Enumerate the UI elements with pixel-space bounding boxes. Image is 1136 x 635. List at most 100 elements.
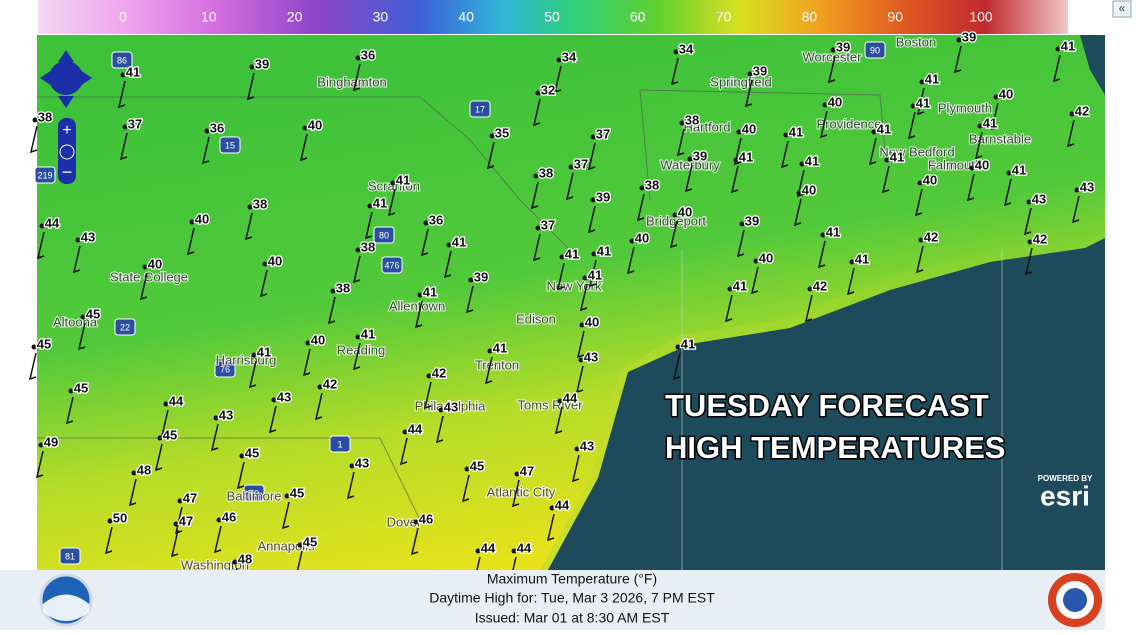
temperature-label: 34 bbox=[679, 41, 694, 56]
temperature-label: 41 bbox=[789, 124, 803, 139]
wind-barb bbox=[128, 478, 137, 507]
city-label: Hartford bbox=[684, 119, 731, 134]
station-dot bbox=[956, 37, 962, 43]
pan-down[interactable] bbox=[58, 96, 74, 108]
station-dot bbox=[213, 415, 219, 421]
scale-label: 70 bbox=[716, 9, 732, 25]
station-dot bbox=[574, 446, 580, 452]
wind-barb bbox=[77, 322, 86, 351]
city-label: Toms River bbox=[517, 397, 583, 412]
wind-barb bbox=[346, 471, 355, 500]
temperature-label: 41 bbox=[1012, 162, 1026, 177]
station-dot bbox=[75, 237, 81, 243]
pan-left[interactable] bbox=[40, 70, 52, 86]
station-dot bbox=[556, 57, 562, 63]
station-dot bbox=[39, 223, 45, 229]
highway-shield bbox=[111, 51, 133, 69]
highway-number: 219 bbox=[37, 170, 52, 180]
wind-barb bbox=[1052, 54, 1061, 83]
temperature-label: 39 bbox=[693, 148, 707, 163]
temperature-label: 41 bbox=[257, 344, 271, 359]
temperature-label: 49 bbox=[44, 434, 58, 449]
station-dot bbox=[464, 466, 470, 472]
temperature-label: 48 bbox=[137, 462, 151, 477]
wind-barb bbox=[35, 450, 44, 479]
temperature-label: 47 bbox=[183, 490, 197, 505]
station-dot bbox=[672, 212, 678, 218]
wind-barb bbox=[974, 131, 983, 160]
city-label: Binghamton bbox=[317, 74, 386, 89]
zoom-out[interactable]: − bbox=[62, 162, 73, 182]
station-dot bbox=[1069, 111, 1075, 117]
station-dot bbox=[590, 134, 596, 140]
temperature-label: 40 bbox=[268, 253, 282, 268]
temperature-label: 43 bbox=[277, 389, 291, 404]
wind-barb bbox=[72, 245, 81, 274]
wind-barb bbox=[201, 136, 210, 165]
highway-shield bbox=[34, 166, 56, 184]
pan-right[interactable] bbox=[80, 70, 92, 86]
nws-logo-core bbox=[1063, 588, 1087, 612]
temperature-label: 34 bbox=[562, 49, 577, 64]
station-dot bbox=[247, 204, 253, 210]
temperature-label: 45 bbox=[163, 427, 177, 442]
attribution-brand: esri bbox=[1040, 480, 1090, 511]
wind-barb bbox=[588, 259, 597, 288]
station-dot bbox=[739, 221, 745, 227]
wind-barb bbox=[626, 246, 635, 275]
highway-number: 15 bbox=[225, 140, 235, 150]
city-label: Falmouth bbox=[928, 157, 982, 172]
wind-barb bbox=[236, 461, 245, 490]
temperature-label: 45 bbox=[303, 534, 317, 549]
city-label: Providence bbox=[816, 116, 881, 131]
footer-title: Maximum Temperature (°F) bbox=[487, 571, 657, 587]
scale-label: 10 bbox=[201, 9, 217, 25]
globe[interactable] bbox=[59, 144, 75, 160]
station-dot bbox=[355, 334, 361, 340]
collapse-icon[interactable]: « bbox=[1119, 1, 1126, 15]
station-dot bbox=[783, 132, 789, 138]
city-label: Barnstable bbox=[969, 131, 1031, 146]
station-dot bbox=[402, 429, 408, 435]
temperature-label: 43 bbox=[444, 399, 458, 414]
temperature-label: 43 bbox=[584, 349, 598, 364]
wind-barb bbox=[399, 437, 408, 466]
wind-barb bbox=[170, 529, 179, 558]
wind-barb bbox=[532, 233, 541, 262]
zoom-slider[interactable] bbox=[58, 118, 76, 184]
wind-barb bbox=[672, 352, 681, 381]
scale-label: 90 bbox=[887, 9, 903, 25]
city-label: Washington bbox=[181, 557, 249, 572]
station-dot bbox=[284, 493, 290, 499]
scale-label: 20 bbox=[287, 9, 303, 25]
wind-barb bbox=[486, 141, 495, 170]
temperature-label: 42 bbox=[432, 365, 446, 380]
zoom-in[interactable]: + bbox=[62, 122, 71, 139]
temperature-label: 40 bbox=[148, 256, 162, 271]
temperature-label: 41 bbox=[925, 71, 939, 86]
scale-label: 30 bbox=[373, 9, 389, 25]
wind-barb bbox=[117, 80, 126, 109]
temperature-label: 41 bbox=[983, 115, 997, 130]
scale-label: 100 bbox=[969, 9, 993, 25]
pan-up[interactable] bbox=[58, 50, 74, 62]
station-dot bbox=[262, 261, 268, 267]
station-dot bbox=[993, 94, 999, 100]
pan-control[interactable] bbox=[49, 61, 83, 95]
wind-barb bbox=[827, 55, 836, 84]
city-label: State College bbox=[110, 269, 188, 284]
temperature-label: 42 bbox=[924, 229, 938, 244]
wind-barb bbox=[435, 415, 444, 444]
wind-barb bbox=[364, 211, 373, 240]
temperature-label: 43 bbox=[1080, 179, 1094, 194]
temperature-label: 40 bbox=[742, 121, 756, 136]
collapse-button[interactable] bbox=[1112, 0, 1132, 18]
wind-barb bbox=[819, 110, 828, 139]
temperature-label: 45 bbox=[86, 306, 100, 321]
wind-barb bbox=[990, 102, 999, 131]
navigation-control[interactable]: + − bbox=[40, 50, 92, 184]
station-dot bbox=[122, 124, 128, 130]
temperature-label: 41 bbox=[565, 246, 579, 261]
temperature-label: 44 bbox=[169, 393, 184, 408]
